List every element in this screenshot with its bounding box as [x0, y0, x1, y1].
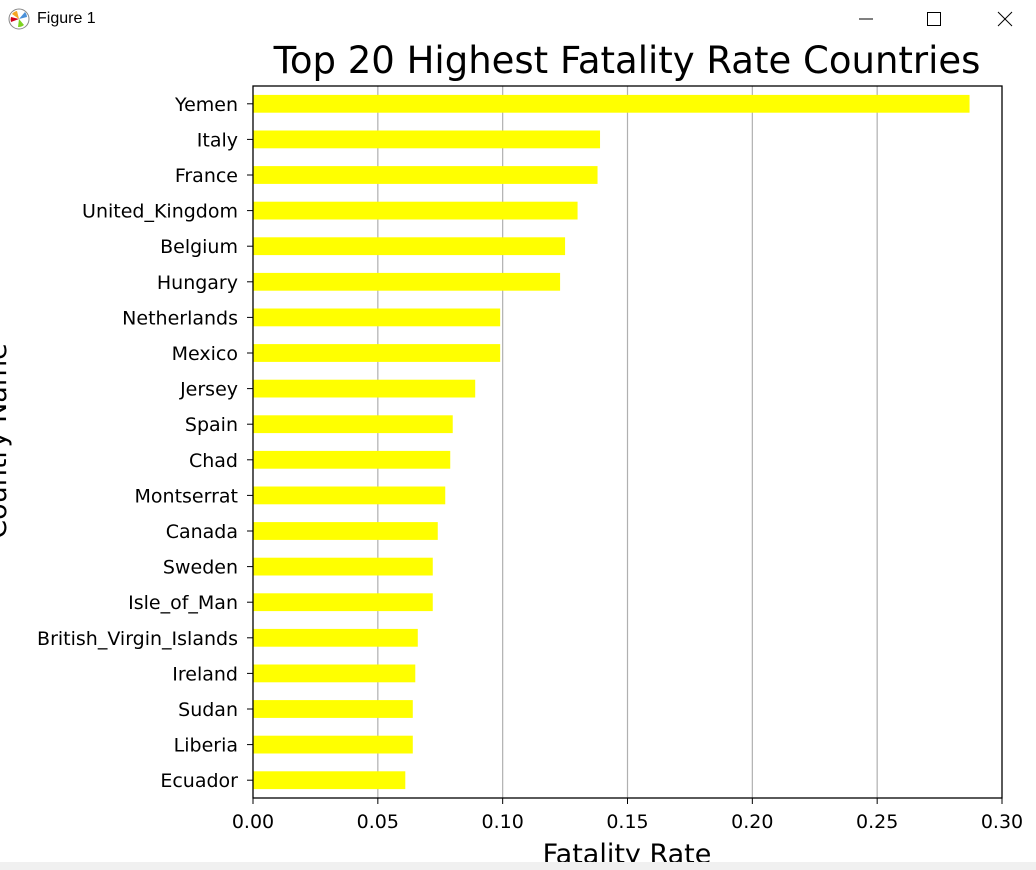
- y-axis-label: Country Name: [0, 343, 13, 539]
- bar-isle-of-man: [253, 593, 433, 612]
- bars: [253, 94, 970, 790]
- y-tick-label: Netherlands: [122, 307, 238, 329]
- y-tick-label: Ireland: [172, 663, 238, 685]
- bar-sweden: [253, 557, 433, 576]
- y-tick-label: Canada: [166, 521, 238, 543]
- bar-netherlands: [253, 308, 501, 327]
- matplotlib-icon: [8, 8, 30, 30]
- figure-canvas: Yemen Italy France United_Kingdom Belgium Hun…: [0, 39, 1036, 870]
- bar-united-kingdom: [253, 201, 578, 220]
- bar-british-virgin-islands: [253, 628, 418, 647]
- minimize-icon: [859, 18, 873, 20]
- y-tick-label: France: [175, 165, 238, 187]
- y-tick-label: Chad: [189, 450, 238, 472]
- bar-belgium: [253, 237, 566, 256]
- bar-chad: [253, 450, 451, 469]
- close-icon: [997, 11, 1013, 27]
- minimize-button[interactable]: [843, 0, 889, 38]
- y-tick-label: Liberia: [174, 735, 238, 757]
- y-tick-label: Montserrat: [135, 485, 238, 507]
- x-tick-label: 0.20: [731, 811, 773, 833]
- y-tick-label: Isle_of_Man: [128, 592, 238, 614]
- bar-spain: [253, 415, 453, 434]
- y-tick-label: United_Kingdom: [82, 201, 238, 223]
- maximize-button[interactable]: [911, 0, 957, 38]
- y-tick-label: Mexico: [172, 343, 238, 365]
- close-button[interactable]: [982, 0, 1028, 38]
- bar-hungary: [253, 272, 561, 291]
- x-tick-label: 0.25: [856, 811, 898, 833]
- bar-sudan: [253, 700, 413, 718]
- x-axis-label: Fatality Rate: [543, 839, 712, 862]
- x-tick-label: 0.05: [357, 811, 399, 833]
- bar-mexico: [253, 344, 501, 362]
- bar-yemen: [253, 94, 970, 113]
- bar-italy: [253, 130, 601, 149]
- y-tick-label: Sweden: [163, 557, 238, 579]
- bar-canada: [253, 522, 438, 540]
- y-tick-label: Ecuador: [160, 770, 238, 792]
- y-tick-label: Jersey: [179, 379, 238, 401]
- bar-liberia: [253, 735, 413, 754]
- bar-ecuador: [253, 771, 406, 790]
- status-strip: [0, 862, 1036, 870]
- x-ticks: 0.00 0.05 0.10 0.15 0.20 0.25 0.30: [232, 798, 1023, 833]
- grid-lines: [377, 86, 878, 798]
- x-tick-label: 0.10: [482, 811, 524, 833]
- title-bar[interactable]: Figure 1: [0, 0, 1036, 40]
- x-tick-label: 0.30: [981, 811, 1023, 833]
- bar-chart: Yemen Italy France United_Kingdom Belgium Hun…: [0, 39, 1023, 870]
- chart-title: Top 20 Highest Fatality Rate Countries: [273, 40, 981, 82]
- bar-france: [253, 166, 598, 184]
- x-tick-label: 0.00: [232, 811, 274, 833]
- y-tick-label: Spain: [185, 414, 238, 436]
- y-tick-label: Belgium: [160, 236, 238, 258]
- x-tick-label: 0.15: [606, 811, 648, 833]
- y-tick-label: Italy: [197, 129, 238, 151]
- bar-ireland: [253, 664, 416, 683]
- bar-jersey: [253, 379, 476, 398]
- bar-montserrat: [253, 486, 446, 505]
- y-tick-label: Hungary: [157, 272, 238, 294]
- y-tick-label: Yemen: [174, 94, 238, 116]
- maximize-icon: [927, 12, 941, 26]
- window-title: Figure 1: [37, 10, 96, 27]
- y-ticks: Yemen Italy France United_Kingdom Belgium Hun…: [37, 94, 253, 792]
- y-tick-label: British_Virgin_Islands: [37, 628, 238, 650]
- y-tick-label: Sudan: [178, 699, 238, 721]
